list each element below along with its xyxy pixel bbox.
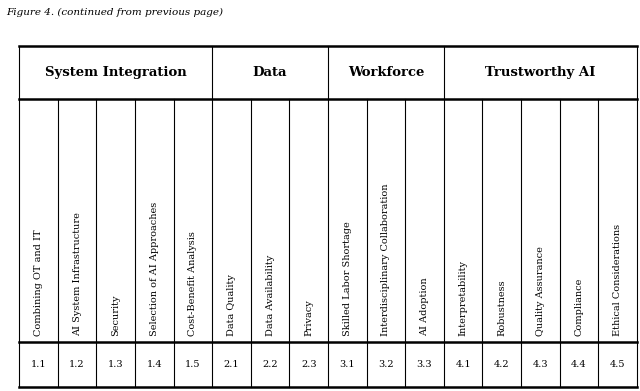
Text: Data: Data — [253, 66, 287, 79]
Text: Data Quality: Data Quality — [227, 274, 236, 336]
Text: 3.1: 3.1 — [339, 360, 355, 369]
Text: AI System Infrastructure: AI System Infrastructure — [72, 213, 82, 336]
Text: Skilled Labor Shortage: Skilled Labor Shortage — [343, 222, 352, 336]
Text: System Integration: System Integration — [45, 66, 187, 79]
Text: 4.4: 4.4 — [571, 360, 587, 369]
Text: 1.1: 1.1 — [31, 360, 46, 369]
Text: Data Availability: Data Availability — [266, 255, 275, 336]
Text: Quality Assurance: Quality Assurance — [536, 247, 545, 336]
Text: Ethical Considerations: Ethical Considerations — [613, 224, 622, 336]
Text: Cost-Benefit Analysis: Cost-Benefit Analysis — [188, 231, 197, 336]
Text: 2.2: 2.2 — [262, 360, 278, 369]
Text: 2.3: 2.3 — [301, 360, 317, 369]
Text: 4.5: 4.5 — [610, 360, 625, 369]
Text: Combining OT and IT: Combining OT and IT — [34, 230, 43, 336]
Text: 1.5: 1.5 — [185, 360, 201, 369]
Text: 1.2: 1.2 — [69, 360, 85, 369]
Text: Compliance: Compliance — [575, 278, 584, 336]
Text: 4.1: 4.1 — [455, 360, 471, 369]
Text: Interpretability: Interpretability — [459, 260, 468, 336]
Text: 2.1: 2.1 — [224, 360, 239, 369]
Text: Figure 4. (continued from previous page): Figure 4. (continued from previous page) — [6, 8, 223, 17]
Text: 3.2: 3.2 — [378, 360, 394, 369]
Text: 4.2: 4.2 — [494, 360, 509, 369]
Text: Selection of AI Approaches: Selection of AI Approaches — [150, 202, 159, 336]
Text: Interdisciplinary Collaboration: Interdisciplinary Collaboration — [381, 184, 390, 336]
Text: 4.3: 4.3 — [532, 360, 548, 369]
Text: 3.3: 3.3 — [417, 360, 432, 369]
Text: Trustworthy AI: Trustworthy AI — [485, 66, 595, 79]
Text: 1.4: 1.4 — [147, 360, 162, 369]
Text: Robustness: Robustness — [497, 280, 506, 336]
Text: Security: Security — [111, 295, 120, 336]
Text: 1.3: 1.3 — [108, 360, 124, 369]
Text: Workforce: Workforce — [348, 66, 424, 79]
Text: Privacy: Privacy — [304, 300, 313, 336]
Text: AI Adoption: AI Adoption — [420, 278, 429, 336]
